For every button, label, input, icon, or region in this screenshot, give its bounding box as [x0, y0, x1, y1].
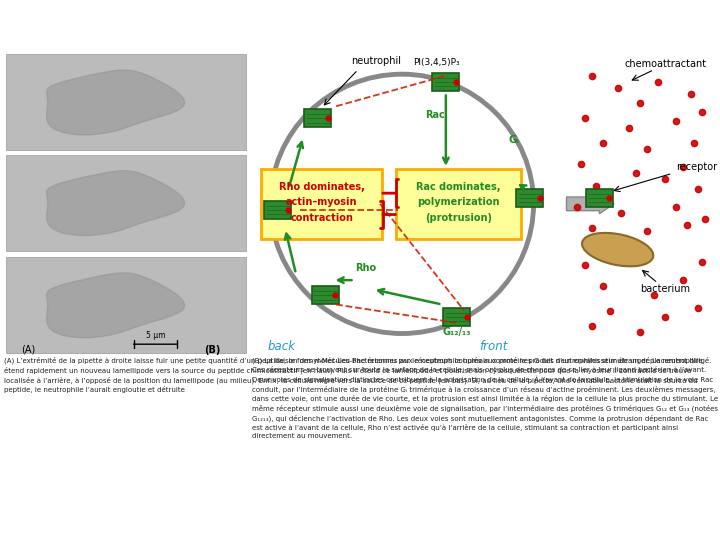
FancyBboxPatch shape: [586, 189, 613, 207]
FancyBboxPatch shape: [6, 55, 246, 151]
FancyBboxPatch shape: [312, 286, 338, 305]
FancyBboxPatch shape: [516, 189, 544, 207]
Text: back: back: [267, 340, 295, 353]
Text: contraction: contraction: [290, 213, 353, 222]
Text: 5 μm: 5 μm: [145, 331, 165, 340]
Text: neutrophil: neutrophil: [351, 56, 401, 65]
Polygon shape: [47, 70, 185, 135]
Text: actin–myosin: actin–myosin: [286, 197, 357, 207]
FancyBboxPatch shape: [6, 257, 246, 353]
Polygon shape: [47, 171, 185, 235]
Text: (B): (B): [204, 345, 221, 355]
FancyBboxPatch shape: [6, 155, 246, 251]
FancyBboxPatch shape: [397, 169, 521, 239]
FancyBboxPatch shape: [264, 201, 291, 219]
FancyBboxPatch shape: [305, 110, 331, 127]
Text: Rho: Rho: [355, 263, 376, 273]
FancyBboxPatch shape: [444, 308, 470, 326]
Text: Gᵢ: Gᵢ: [508, 135, 519, 145]
Text: chemoattractant: chemoattractant: [624, 58, 706, 69]
Ellipse shape: [582, 233, 653, 266]
Text: (protrusion): (protrusion): [425, 213, 492, 222]
Text: receptor: receptor: [676, 162, 717, 172]
FancyBboxPatch shape: [261, 169, 382, 239]
FancyArrow shape: [567, 194, 614, 214]
Text: polymerization: polymerization: [418, 197, 500, 207]
Text: (B) La liaison des molécules bactériennes aux récepteurs couplés aux protéines G: (B) La liaison des molécules bactérienne…: [252, 356, 718, 440]
Text: Rho dominates,: Rho dominates,: [279, 182, 364, 192]
Text: (A): (A): [21, 345, 35, 355]
Text: (A) L’extrémité de la pipette à droite laisse fuir une petite quantité d’un pept: (A) L’extrémité de la pipette à droite l…: [4, 356, 702, 393]
Text: G₁₂/₁₃: G₁₂/₁₃: [443, 327, 471, 337]
Polygon shape: [47, 273, 185, 338]
Text: Polarisation et chimiotaxie des neutrophiles: Polarisation et chimiotaxie des neutroph…: [0, 11, 720, 39]
Text: PI(3,4,5)P₃: PI(3,4,5)P₃: [413, 58, 459, 67]
FancyBboxPatch shape: [432, 73, 459, 91]
Text: front: front: [480, 340, 508, 353]
Text: Rac dominates,: Rac dominates,: [416, 182, 501, 192]
Text: bacterium: bacterium: [640, 284, 690, 294]
Text: Rac: Rac: [425, 110, 445, 120]
